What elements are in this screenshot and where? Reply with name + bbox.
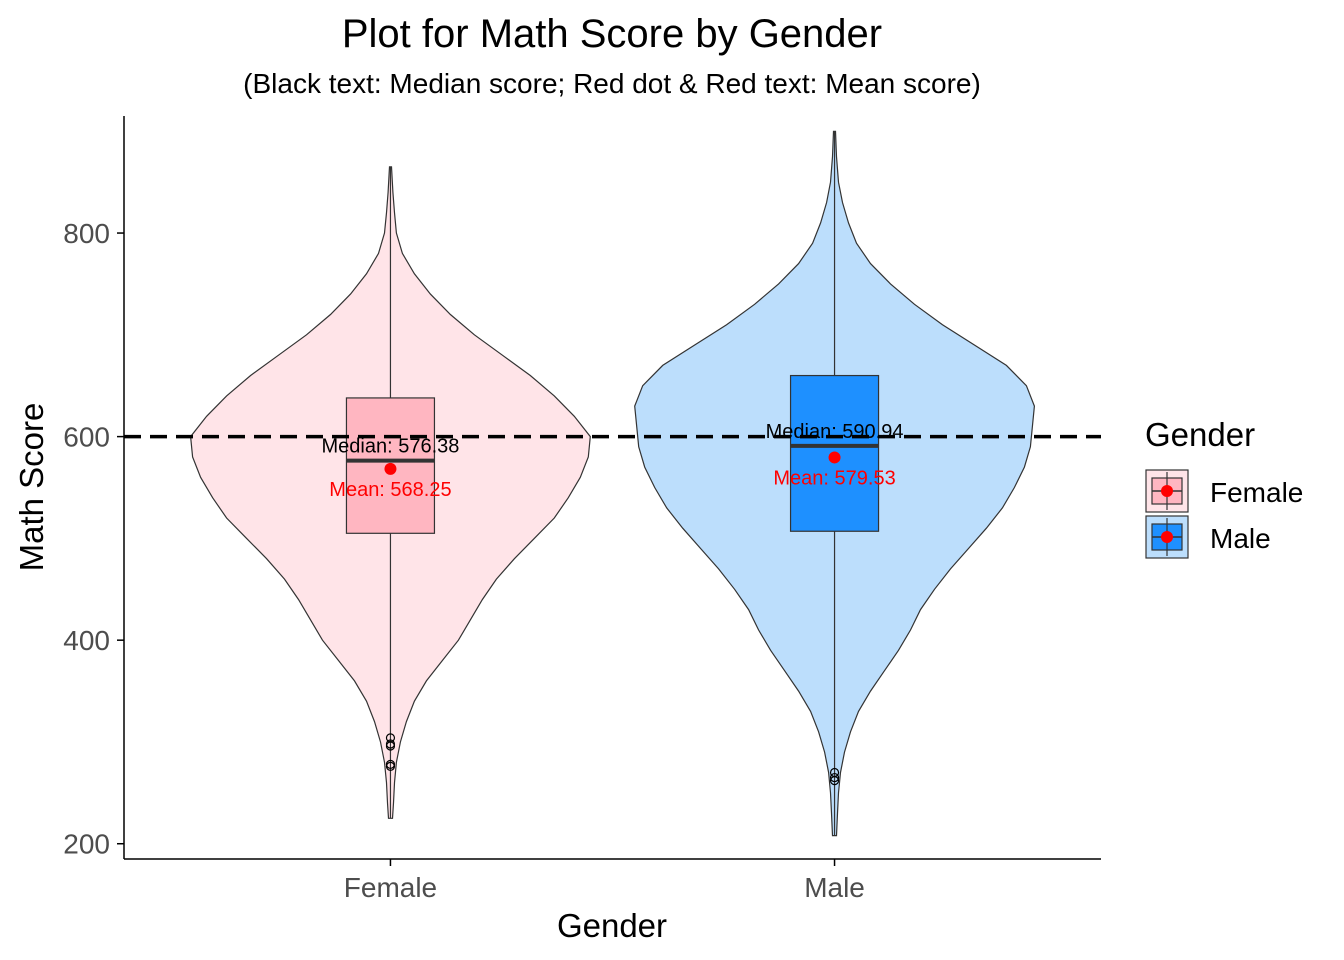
mean-label: Mean: 568.25	[329, 479, 451, 501]
y-tick-label: 200	[63, 829, 110, 860]
outlier-point	[385, 733, 396, 743]
legend-label: Female	[1210, 477, 1303, 508]
mean-label: Mean: 579.53	[773, 467, 895, 489]
outlier-point	[829, 772, 840, 783]
x-axis-ticks: Female Male	[344, 859, 865, 903]
legend-key-male: Male	[1145, 515, 1271, 559]
y-tick-label: 400	[63, 625, 110, 656]
y-tick-label: 600	[63, 422, 110, 453]
violin-group-female: Median: 576.38 Mean: 568.25	[189, 166, 591, 819]
violin-group-male: Median: 590.94 Mean: 579.53	[634, 130, 1036, 837]
outlier-point	[385, 761, 396, 771]
mean-dot	[828, 451, 841, 464]
median-label: Median: 590.94	[766, 421, 904, 443]
chart-subtitle: (Black text: Median score; Red dot & Red…	[243, 68, 981, 99]
x-tick-label: Female	[344, 872, 437, 903]
y-axis-ticks: 200 400 600 800	[63, 218, 124, 860]
legend: Gender Female Male	[1145, 416, 1303, 559]
x-tick-label: Male	[804, 872, 865, 903]
mean-dot	[384, 462, 397, 475]
plot-area: Median: 576.38 Mean: 568.25 Median: 590.94…	[124, 130, 1101, 837]
legend-key-female: Female	[1145, 469, 1303, 513]
y-axis-title: Math Score	[13, 403, 50, 572]
legend-title: Gender	[1145, 416, 1255, 453]
legend-items: Female Male	[1145, 469, 1303, 559]
legend-mean-dot	[1161, 531, 1173, 543]
outlier-point	[829, 767, 840, 778]
median-label: Median: 576.38	[322, 436, 460, 458]
y-tick-label: 800	[63, 218, 110, 249]
legend-label: Male	[1210, 523, 1271, 554]
chart-title: Plot for Math Score by Gender	[342, 12, 882, 56]
legend-mean-dot	[1161, 485, 1173, 497]
x-axis-title: Gender	[557, 907, 667, 944]
